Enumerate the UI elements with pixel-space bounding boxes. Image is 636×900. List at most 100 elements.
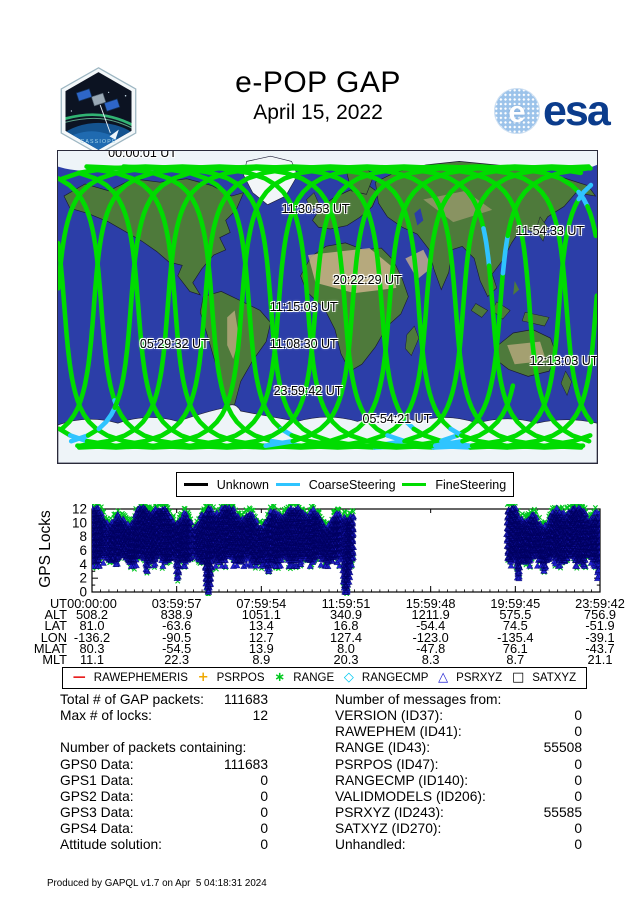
row-label: LAT bbox=[44, 618, 67, 634]
esa-e-glyph: e bbox=[508, 93, 526, 129]
stat-label: Number of packets containing: bbox=[60, 740, 247, 756]
table-cell: 23:59:42 bbox=[575, 596, 625, 611]
table-cell: 20.3 bbox=[333, 652, 359, 667]
table-cell: 1051.1 bbox=[241, 607, 281, 623]
legend-line-swatch bbox=[275, 483, 300, 486]
ground-tracks bbox=[58, 164, 597, 450]
row-label: MLAT bbox=[33, 640, 67, 656]
table-cell: 16.8 bbox=[333, 618, 359, 634]
table-cell: -39.1 bbox=[585, 629, 615, 645]
table-cell: -136.2 bbox=[73, 629, 111, 645]
table-cell: 80.3 bbox=[79, 640, 105, 656]
stat-row: GPS0 Data: 111683 bbox=[60, 757, 268, 773]
table-cell: 74.5 bbox=[502, 618, 528, 634]
table-cell: -123.0 bbox=[412, 629, 449, 645]
page-date: April 15, 2022 bbox=[253, 101, 383, 124]
table-cell: 19:59:45 bbox=[490, 596, 541, 611]
stat-value: 0 bbox=[574, 821, 582, 837]
steering-legend: Unknown CoarseSteering FineSteering bbox=[176, 472, 514, 497]
stat-label: RAWEPHEM (ID41): bbox=[335, 724, 462, 740]
map-time-label: 11:15:03 UT bbox=[269, 300, 338, 315]
table-cell: 21.1 bbox=[587, 652, 613, 667]
legend-item: CoarseSteering bbox=[275, 477, 396, 492]
stat-label: PSRPOS (ID47): bbox=[335, 756, 439, 772]
table-cell: 15:59:48 bbox=[405, 596, 456, 611]
stat-value: 0 bbox=[260, 772, 268, 788]
map-time-label: 05:54:21 UT bbox=[362, 412, 432, 427]
stat-label: Max # of locks: bbox=[60, 708, 153, 724]
table-cell: 575.5 bbox=[499, 607, 532, 623]
table-cell: -54.5 bbox=[162, 640, 192, 656]
row-label: LON bbox=[40, 629, 67, 645]
table-cell: 11.1 bbox=[80, 652, 104, 667]
table-cell: 508.2 bbox=[75, 607, 109, 623]
message-marker-legend: — RAWEPHEMERIS + PSRPOS ∗ RANGE ◇ RANGECMP △ PSRX… bbox=[62, 667, 587, 689]
stat-row: PSRXYZ (ID243): 55585 bbox=[335, 805, 582, 821]
stat-row: RANGE (ID43): 55508 bbox=[335, 740, 582, 756]
legend-item: Unknown bbox=[183, 478, 269, 492]
map-time-label: 11:54:33 UT bbox=[516, 224, 585, 239]
table-cell: 8.7 bbox=[506, 652, 525, 667]
table-cell: -51.9 bbox=[585, 618, 615, 634]
svg-text:0: 0 bbox=[79, 585, 87, 600]
legend-marker-glyph: ◇ bbox=[343, 670, 354, 685]
stat-label: GPS0 Data: bbox=[60, 756, 134, 772]
table-row: MLAT 80.3 -54.5 13.9 8.0 -47.8 76.1 -43.7 bbox=[30, 640, 636, 656]
stat-value: 111683 bbox=[224, 692, 268, 707]
satellite-icon bbox=[75, 88, 121, 134]
row-label: UT bbox=[49, 596, 67, 611]
stat-row bbox=[60, 724, 268, 740]
row-label: ALT bbox=[44, 607, 67, 623]
svg-text:2: 2 bbox=[79, 571, 87, 586]
legend-marker-glyph: + bbox=[197, 670, 209, 685]
table-cell: 13.4 bbox=[248, 618, 274, 634]
stat-row: GPS2 Data: 0 bbox=[60, 789, 268, 805]
stat-label: GPS1 Data: bbox=[60, 772, 134, 788]
legend-item: — RAWEPHEMERIS bbox=[73, 671, 188, 684]
ephemeris-table: UT 00:00:00 03:59:57 07:59:54 11:59:51 15:59:… bbox=[30, 596, 636, 667]
stat-label: GPS4 Data: bbox=[60, 821, 134, 837]
table-cell: 12.7 bbox=[248, 629, 274, 645]
stat-label: Attitude solution: bbox=[60, 837, 163, 853]
legend-item: ∗ RANGE bbox=[274, 670, 334, 685]
ground-track-map: 00:00:01 UT 11:30:53 UT 11:54:33 UT 20:22:2… bbox=[57, 150, 598, 464]
table-cell: 81.0 bbox=[79, 618, 105, 634]
stat-row: Total # of GAP packets: 111683 bbox=[60, 692, 268, 708]
legend-item: □ SATXYZ bbox=[511, 670, 576, 685]
table-cell: 756.9 bbox=[583, 607, 617, 623]
stat-value: 0 bbox=[574, 772, 582, 788]
stat-value: 55585 bbox=[543, 804, 582, 820]
legend-label: RAWEPHEMERIS bbox=[93, 672, 188, 684]
stat-value: 0 bbox=[260, 837, 268, 853]
stat-row: PSRPOS (ID47): 0 bbox=[335, 757, 582, 773]
stat-value: 0 bbox=[574, 756, 582, 772]
stat-value: 0 bbox=[574, 724, 582, 740]
table-cell: -47.8 bbox=[416, 640, 446, 656]
map-time-label: 23:59:42 UT bbox=[273, 384, 343, 399]
stat-row: GPS1 Data: 0 bbox=[60, 773, 268, 789]
table-row: LON -136.2 -90.5 12.7 127.4 -123.0 -135.4 -39.1 bbox=[30, 629, 636, 645]
stat-label: SATXYZ (ID270): bbox=[335, 821, 442, 837]
table-cell: -54.4 bbox=[416, 618, 446, 634]
table-cell: 13.9 bbox=[248, 640, 274, 656]
stat-label: VALIDMODELS (ID206): bbox=[335, 788, 486, 804]
stat-row: Number of packets containing: bbox=[60, 740, 268, 756]
map-time-label: 05:29:32 UT bbox=[139, 336, 209, 351]
table-cell: 127.4 bbox=[329, 629, 363, 645]
table-row: UT 00:00:00 03:59:57 07:59:54 11:59:51 15:59:… bbox=[30, 596, 636, 611]
table-cell: 8.0 bbox=[337, 640, 355, 656]
stat-value: 0 bbox=[260, 788, 268, 804]
patch-label: CASSIOPE bbox=[80, 139, 116, 145]
stat-row: RAWEPHEM (ID41): 0 bbox=[335, 724, 582, 740]
stat-value: 0 bbox=[574, 708, 582, 724]
legend-marker-glyph: □ bbox=[511, 670, 525, 685]
stat-row: VERSION (ID37): 0 bbox=[335, 708, 582, 724]
map-time-label: 11:30:53 UT bbox=[281, 202, 350, 217]
map-canvas bbox=[58, 151, 597, 463]
legend-label: CoarseSteering bbox=[308, 477, 396, 492]
map-time-label: 12:13:03 UT bbox=[529, 354, 598, 369]
stat-value: 0 bbox=[574, 837, 582, 853]
legend-marker-glyph: ∗ bbox=[274, 670, 286, 685]
table-cell: 1211.9 bbox=[411, 607, 450, 623]
